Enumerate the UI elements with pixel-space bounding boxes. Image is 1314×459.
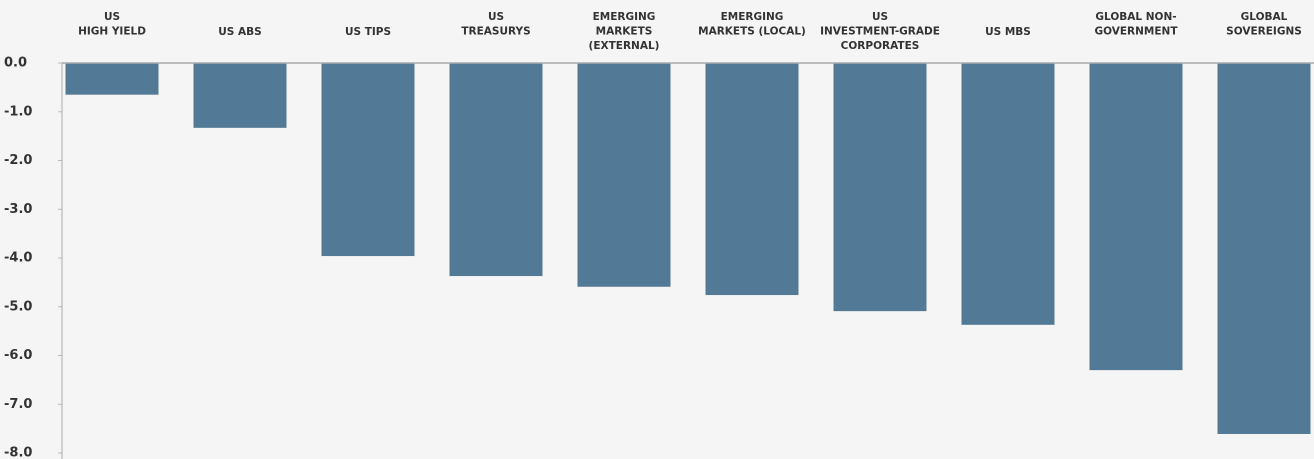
category-label: EMERGING MARKETS (LOCAL) — [698, 11, 806, 38]
y-tick-label: -8.0 — [4, 446, 32, 459]
category-label: US TREASURYS — [461, 11, 530, 38]
bar — [449, 63, 543, 277]
category-label-line: MARKETS (LOCAL) — [698, 26, 806, 38]
category-label-line: GLOBAL NON- — [1095, 11, 1176, 23]
category-label-line: EMERGING — [593, 11, 656, 23]
y-tick-label: -1.0 — [4, 104, 32, 119]
category-label: GLOBAL NON- GOVERNMENT — [1094, 11, 1178, 38]
category-label-line: US — [104, 11, 120, 23]
category-label-line: EMERGING — [721, 11, 784, 23]
category-label-line: INVESTMENT-GRADE — [820, 26, 940, 38]
y-tick-label: -4.0 — [4, 251, 32, 266]
category-label: US INVESTMENT-GRADE CORPORATES — [820, 11, 940, 52]
category-label-line: SOVEREIGNS — [1226, 26, 1302, 38]
bar — [1089, 63, 1183, 371]
y-tick-label: -7.0 — [4, 397, 32, 412]
category-label-line: US — [872, 11, 888, 23]
bar — [193, 63, 287, 128]
y-tick-label: -3.0 — [4, 202, 32, 217]
category-label-line: US MBS — [985, 26, 1031, 38]
category-label-line: HIGH YIELD — [78, 26, 146, 38]
bar — [321, 63, 415, 257]
bar — [961, 63, 1055, 325]
y-tick-label: 0.0 — [4, 56, 27, 71]
category-label-line: CORPORATES — [841, 40, 920, 52]
category-label: US HIGH YIELD — [78, 11, 146, 38]
category-label: US TIPS — [345, 26, 391, 38]
category-label: EMERGING MARKETS (EXTERNAL) — [589, 11, 660, 52]
category-label-line: TREASURYS — [461, 26, 530, 38]
y-tick-label: -5.0 — [4, 299, 32, 314]
bar — [833, 63, 927, 312]
category-label-line: (EXTERNAL) — [589, 40, 660, 52]
category-label-line: GOVERNMENT — [1094, 26, 1178, 38]
category-label: US ABS — [218, 26, 261, 38]
bar — [577, 63, 671, 287]
bar — [65, 63, 159, 95]
category-label: US MBS — [985, 26, 1031, 38]
y-tick-label: -2.0 — [4, 153, 32, 168]
bar — [1217, 63, 1311, 434]
category-label-line: MARKETS — [596, 26, 653, 38]
category-label-line: US TIPS — [345, 26, 391, 38]
category-label-line: US ABS — [218, 26, 261, 38]
bar — [705, 63, 799, 296]
category-label: GLOBAL SOVEREIGNS — [1226, 11, 1302, 38]
y-tick-label: -6.0 — [4, 348, 32, 363]
category-label-line: US — [488, 11, 504, 23]
category-label-line: GLOBAL — [1241, 11, 1288, 23]
